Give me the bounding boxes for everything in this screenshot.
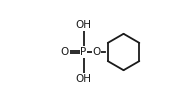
Text: O: O xyxy=(61,47,69,57)
Text: OH: OH xyxy=(75,20,92,30)
Text: O: O xyxy=(92,47,101,57)
Text: P: P xyxy=(80,47,87,57)
Text: OH: OH xyxy=(75,74,92,84)
